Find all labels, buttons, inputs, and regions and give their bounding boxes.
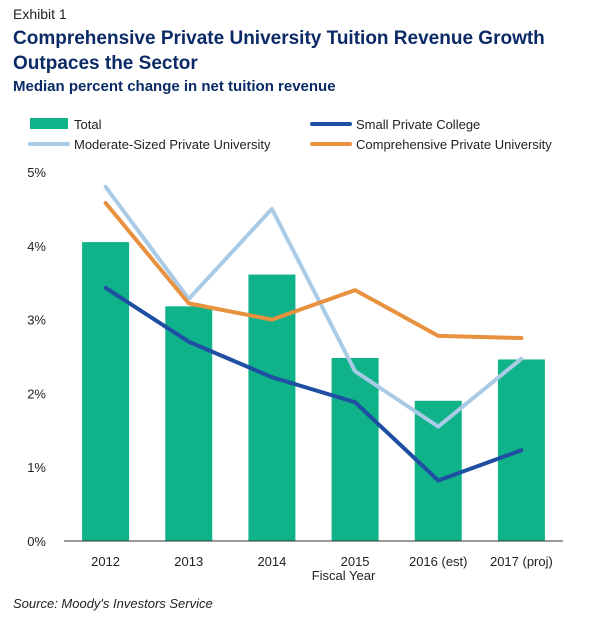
bar-total [82,242,130,542]
bar-total [414,400,462,541]
bar-total [331,357,379,541]
line-comprehensive-private-university [103,200,524,341]
source-note: Source: Moody's Investors Service [13,596,213,611]
x-tick-label: 2017 (proj) [490,554,553,569]
y-tick-label: 1% [27,460,46,475]
chart-title: Comprehensive Private University Tuition… [13,28,545,74]
legend-label: Moderate-Sized Private University [74,137,271,152]
y-tick-label: 3% [27,313,46,328]
legend-label: Comprehensive Private University [356,137,552,152]
line-series-group [103,184,524,483]
y-tick-label: 4% [27,239,46,254]
legend-label: Small Private College [356,117,480,132]
line-small-private-college [103,285,524,483]
x-tick-label: 2016 (est) [409,554,468,569]
chart-subtitle: Median percent change in net tuition rev… [13,78,336,95]
x-axis: 2012 2013 2014 2015 2016 (est) 2017 (proj) Fis… [64,540,563,583]
y-axis: 0% 1% 2% 3% 4% 5% [27,165,46,549]
x-tick-label: 2012 [91,554,120,569]
y-tick-label: 2% [27,386,46,401]
exhibit-label: Exhibit 1 [13,6,67,22]
y-tick-label: 5% [27,165,46,180]
legend-label: Total [74,117,102,132]
bar-total [165,306,213,541]
x-tick-label: 2013 [174,554,203,569]
legend-swatch-bar [30,118,68,129]
y-tick-label: 0% [27,534,46,549]
x-axis-title: Fiscal Year [312,568,376,583]
x-tick-label: 2015 [341,554,370,569]
line-moderate-sized-private-university [103,184,524,429]
x-tick-label: 2014 [257,554,286,569]
legend: Total Small Private College Moderate-Sized… [28,117,552,152]
